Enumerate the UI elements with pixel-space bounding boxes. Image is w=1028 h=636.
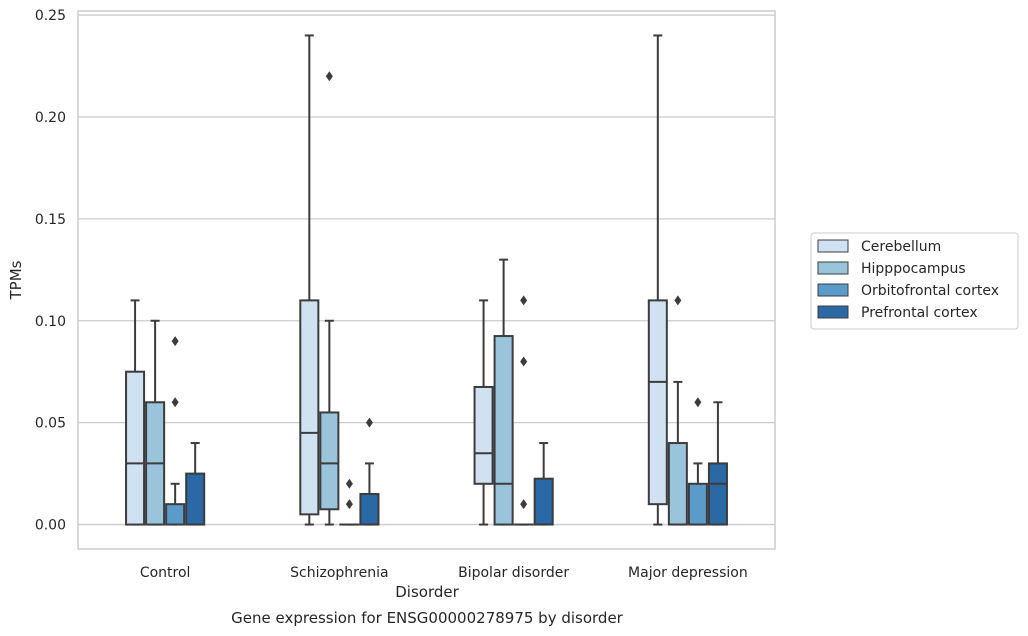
legend-label: Orbitofrontal cortex (861, 283, 999, 299)
x-tick-label: Major depression (628, 565, 748, 581)
box-prefrontal-cortex (707, 401, 728, 526)
box-hipppocampus (319, 71, 340, 526)
box-hipppocampus (145, 319, 166, 526)
y-tick-label: 0.05 (35, 416, 66, 432)
x-tick-label: Control (140, 565, 191, 581)
x-axis-ticks: Control Schizophrenia Bipolar disorder Majo… (140, 565, 748, 581)
outlier-point (694, 397, 702, 408)
outlier-point (345, 478, 353, 489)
box-rect (125, 370, 146, 526)
box-rect (493, 335, 514, 526)
y-tick-label: 0.15 (35, 212, 66, 228)
outlier-point (674, 295, 682, 306)
outlier-point (171, 336, 179, 347)
box-rect (319, 411, 340, 511)
box-orbitofrontal-cortex (339, 478, 360, 526)
box-rect (647, 299, 668, 506)
box-rect (359, 492, 380, 526)
outlier-point (325, 71, 333, 82)
box-rect (299, 299, 320, 516)
box-cerebellum (299, 34, 320, 526)
x-tick-label: Schizophrenia (290, 565, 388, 581)
box-hipppocampus (667, 295, 688, 526)
y-axis-ticks: 0.00 0.05 0.10 0.15 0.20 0.25 (35, 8, 66, 533)
legend-swatch (817, 305, 849, 319)
box-rect (533, 477, 554, 526)
legend-swatch (817, 283, 849, 297)
outlier-point (520, 295, 528, 306)
y-tick-label: 0.10 (35, 314, 66, 330)
box-cerebellum (125, 299, 146, 526)
legend: Cerebellum Hipppocampus Orbitofrontal cort… (810, 232, 1019, 330)
box-rect (667, 442, 688, 526)
chart-title: Gene expression for ENSG00000278975 by d… (231, 609, 624, 627)
box-cerebellum (473, 299, 494, 526)
y-tick-label: 0.00 (35, 518, 66, 534)
x-axis-label: Disorder (395, 583, 459, 601)
box-rect (185, 472, 206, 526)
box-rect (473, 385, 494, 485)
y-axis-label: TPMs (7, 260, 25, 300)
legend-swatch (817, 239, 849, 253)
box-rect (687, 482, 708, 526)
legend-frame (810, 232, 1019, 330)
box-hipppocampus (493, 258, 514, 526)
box-cerebellum (647, 34, 668, 526)
box-series (125, 34, 728, 526)
outlier-point (345, 499, 353, 510)
outlier-point (365, 417, 373, 428)
box-prefrontal-cortex (185, 442, 206, 526)
box-rect (165, 503, 186, 526)
box-prefrontal-cortex (359, 417, 380, 526)
y-tick-label: 0.20 (35, 110, 66, 126)
legend-swatch (817, 261, 849, 275)
legend-label: Prefrontal cortex (861, 305, 978, 321)
legend-label: Hipppocampus (861, 261, 966, 277)
x-tick-label: Bipolar disorder (458, 565, 569, 581)
outlier-point (171, 397, 179, 408)
box-prefrontal-cortex (533, 442, 554, 526)
box-rect (707, 462, 728, 526)
outlier-point (520, 356, 528, 367)
outlier-point (520, 499, 528, 510)
legend-label: Cerebellum (861, 239, 941, 255)
box-orbitofrontal-cortex (513, 295, 534, 526)
y-tick-label: 0.25 (35, 8, 66, 24)
box-orbitofrontal-cortex (687, 397, 708, 526)
plot-frame (77, 10, 776, 550)
box-orbitofrontal-cortex (165, 336, 186, 526)
